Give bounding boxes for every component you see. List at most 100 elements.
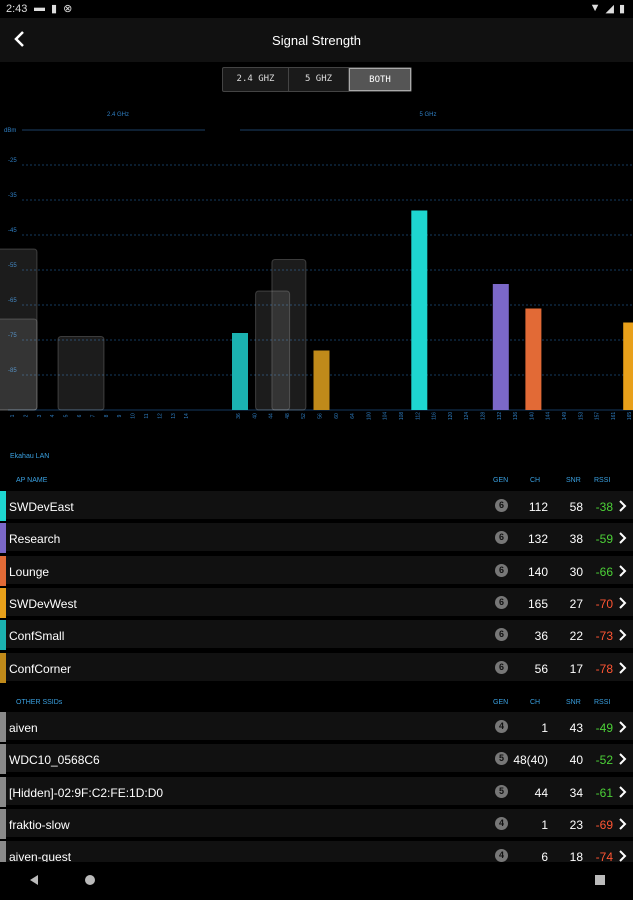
chart-x-tick-label: 64 xyxy=(350,413,356,419)
chart-x-tick-label: 11 xyxy=(144,413,150,418)
chart-y-unit: dBm xyxy=(4,128,16,134)
ap-row[interactable]: Lounge 6 140 30 -66 xyxy=(0,555,633,586)
chevron-right-icon xyxy=(619,500,627,512)
ap-row[interactable]: SWDevWest 6 165 27 -70 xyxy=(0,587,633,618)
status-bar: 2:43 ▬ ▮ ⊗ ▼ ◢ ▮ xyxy=(0,0,633,18)
battery-icon: ▮ xyxy=(618,3,625,15)
ap-rssi: -70 xyxy=(595,596,613,611)
ap-name: SWDevEast xyxy=(9,500,74,514)
chart-x-tick-label: 165 xyxy=(627,412,633,421)
nav-home-icon[interactable] xyxy=(84,874,96,886)
chart-x-tick-label: 100 xyxy=(366,412,372,421)
ap-channel: 1 xyxy=(541,817,548,832)
col-header-ch: CH xyxy=(530,477,541,484)
col-header-name: AP NAME xyxy=(16,477,48,484)
chart-y-tick-label: -35 xyxy=(8,193,17,199)
ap-rssi: -52 xyxy=(595,753,613,768)
chart-y-tick-label: -75 xyxy=(8,333,17,339)
ap-list-header: AP NAME GEN CH SNR RSSI xyxy=(0,471,633,491)
chart-x-tick-label: 36 xyxy=(236,413,242,419)
chart-other-ssid-bar xyxy=(0,248,38,411)
chart-x-tick-label: 44 xyxy=(269,413,275,419)
back-arrow-icon[interactable] xyxy=(8,27,32,51)
chart-bar-confcorner xyxy=(313,350,330,410)
chart-y-tick-label: -65 xyxy=(8,298,17,304)
ap-snr: 58 xyxy=(569,500,583,514)
chart-x-tick-label: 161 xyxy=(611,412,617,421)
ap-rssi: -74 xyxy=(595,850,613,865)
chart-bar-swdeveast xyxy=(411,210,428,410)
ap-name: ConfCorner xyxy=(9,661,72,676)
chart-x-tick-label: 56 xyxy=(318,413,324,419)
ap-name: aiven-guest xyxy=(9,850,72,865)
col-header-other-ssids: OTHER SSIDs xyxy=(16,699,63,706)
col-header-snr-2: SNR xyxy=(566,699,581,706)
wifi-icon: ▼ xyxy=(589,2,601,14)
app-bar: Signal Strength xyxy=(0,18,633,62)
ap-row[interactable]: [Hidden]-02:9F:C2:FE:1D:D0 5 44 34 -61 xyxy=(0,776,633,807)
nav-back-icon[interactable] xyxy=(28,874,40,886)
chart-other-ssid-bar xyxy=(255,290,291,411)
ap-channel: 1 xyxy=(541,721,548,735)
ap-row[interactable]: fraktio-slow 4 1 23 -69 xyxy=(0,808,633,839)
ap-name: Lounge xyxy=(9,564,50,579)
chart-y-tick-label: -25 xyxy=(8,158,17,164)
wifi-generation-badge: 6 xyxy=(495,628,508,642)
ap-name: WDC10_0568C6 xyxy=(9,753,100,768)
chart-x-tick-label: 14 xyxy=(184,413,190,419)
ap-row[interactable]: aiven 4 1 43 -49 xyxy=(0,712,633,742)
ap-name: Research xyxy=(9,532,61,547)
col-header-rssi-2: RSSI xyxy=(594,699,611,706)
band-5-ghz-button[interactable]: 5 GHZ xyxy=(289,68,349,91)
ap-color-swatch xyxy=(0,712,6,742)
chart-x-tick-label: 157 xyxy=(595,412,601,421)
ap-rssi: -38 xyxy=(595,500,613,514)
ap-row[interactable]: Research 6 132 38 -59 xyxy=(0,523,633,554)
chart-bar-confsmall xyxy=(232,333,248,410)
col-header-gen: GEN xyxy=(493,477,509,484)
chart-x-tick-label: 120 xyxy=(448,412,454,421)
chart-other-ssid-bar xyxy=(0,318,38,411)
chart-bar-swdevwest xyxy=(623,322,633,410)
ap-row[interactable]: ConfCorner 6 56 17 -78 xyxy=(0,652,633,683)
ap-color-swatch xyxy=(0,491,6,521)
chevron-right-icon xyxy=(619,753,627,766)
ap-row[interactable]: ConfSmall 6 36 22 -73 xyxy=(0,620,633,651)
chart-x-tick-label: 153 xyxy=(578,412,584,421)
band-selector: 2.4 GHZ 5 GHZ BOTH xyxy=(222,67,412,92)
page-title: Signal Strength xyxy=(272,33,361,48)
settings-icon: ⊗ xyxy=(63,3,73,15)
status-time: 2:43 xyxy=(6,3,28,15)
band-both-button[interactable]: BOTH xyxy=(349,68,411,91)
ap-channel: 48(40) xyxy=(513,753,548,768)
status-notification-icons: ▬ ▮ ⊗ xyxy=(34,2,72,15)
chart-x-tick-label: 144 xyxy=(546,412,552,421)
ap-row[interactable]: SWDevEast 6 112 58 -38 xyxy=(0,491,633,521)
chart-y-tick-label: -85 xyxy=(8,368,17,374)
ap-rssi: -49 xyxy=(595,721,613,735)
ap-row[interactable]: WDC10_0568C6 5 48(40) 40 -52 xyxy=(0,744,633,775)
ap-color-swatch xyxy=(0,555,6,586)
chart-x-tick-label: 112 xyxy=(415,412,421,420)
chart-other-ssid-bar xyxy=(271,259,307,411)
chart-x-tick-label: 48 xyxy=(285,413,291,419)
ap-name: aiven xyxy=(9,721,38,735)
ap-rssi: -73 xyxy=(595,629,613,644)
chart-x-tick-label: 136 xyxy=(513,412,519,421)
ap-color-swatch xyxy=(0,841,6,872)
chart-x-tick-label: 9 xyxy=(117,414,123,417)
chevron-right-icon xyxy=(619,564,627,577)
nav-recents-icon[interactable] xyxy=(594,874,606,886)
chevron-right-icon xyxy=(619,721,627,733)
band-2-4-ghz-button[interactable]: 2.4 GHZ xyxy=(223,68,289,91)
chevron-right-icon xyxy=(619,629,627,641)
chart-x-tick-label: 6 xyxy=(77,414,83,417)
chevron-right-icon xyxy=(619,818,627,830)
ap-color-swatch xyxy=(0,808,6,839)
ap-snr: 38 xyxy=(569,532,583,547)
ap-snr: 43 xyxy=(569,721,583,735)
ap-color-swatch xyxy=(0,523,6,554)
ap-name: ConfSmall xyxy=(9,629,65,644)
chart-x-tick-label: 124 xyxy=(464,412,470,421)
